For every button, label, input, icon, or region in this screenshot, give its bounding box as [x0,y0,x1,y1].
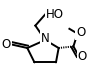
Text: N: N [41,32,50,44]
Text: O: O [76,26,86,39]
Text: O: O [78,50,87,63]
Text: O: O [1,38,10,50]
Text: HO: HO [46,8,64,21]
